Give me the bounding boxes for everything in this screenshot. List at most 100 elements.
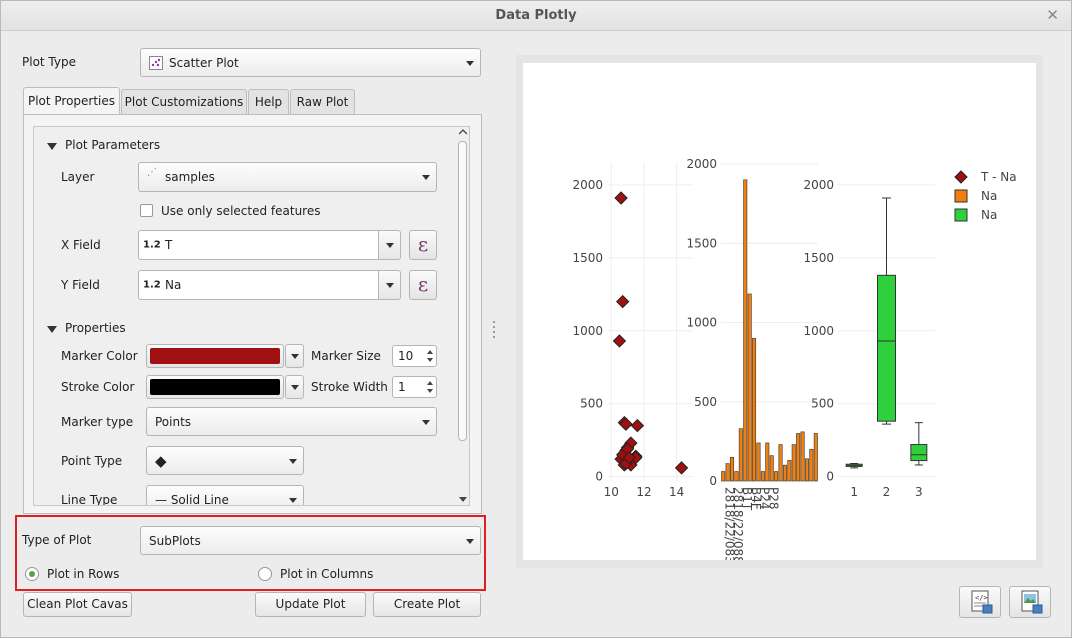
selected-features-label: Use only selected features — [161, 204, 321, 218]
chevron-down-icon — [289, 497, 297, 503]
x-tick-label: 3 — [915, 485, 923, 499]
x-field-label: X Field — [61, 238, 101, 252]
splitter-handle[interactable] — [492, 321, 496, 345]
html-export-button[interactable]: </> — [959, 586, 1001, 618]
title-bar: Data Plotly ✕ — [1, 1, 1071, 31]
y-field-label: Y Field — [61, 278, 100, 292]
tab-help[interactable]: Help — [248, 89, 289, 114]
spin-down-icon[interactable] — [427, 389, 433, 393]
scatter-plot-icon — [149, 56, 163, 70]
chevron-down-icon — [422, 175, 430, 180]
collapse-triangle-icon[interactable] — [47, 143, 57, 150]
plot-in-columns-radio[interactable] — [258, 567, 272, 581]
stroke-color-button[interactable] — [146, 375, 284, 399]
legend-marker — [954, 208, 968, 222]
bar — [774, 471, 779, 482]
marker-color-label: Marker Color — [61, 349, 138, 363]
properties-scrollbar[interactable] — [456, 127, 469, 505]
bar — [752, 338, 757, 482]
close-icon[interactable]: ✕ — [1046, 6, 1059, 24]
bar — [778, 444, 783, 482]
point-type-combo[interactable]: ◆ — [146, 446, 304, 475]
create-plot-button[interactable]: Create Plot — [373, 592, 481, 617]
plot-canvas[interactable]: 0 500 1000 1500 2000 10 12 14 0 500 1000 1500 2000 28… — [523, 63, 1036, 564]
plot-in-rows-radio[interactable] — [25, 567, 39, 581]
type-of-plot-label: Type of Plot — [22, 533, 92, 547]
x-tick-label: 12 — [636, 485, 651, 499]
collapse-triangle-icon[interactable] — [47, 326, 57, 333]
spin-up-icon[interactable] — [427, 381, 433, 385]
bar — [734, 471, 739, 482]
tab-plot-customizations[interactable]: Plot Customizations — [121, 89, 247, 114]
x-field-value: T — [165, 238, 173, 252]
tab-plot-properties[interactable]: Plot Properties — [23, 87, 120, 114]
spin-down-icon[interactable] — [427, 358, 433, 362]
x-expression-button[interactable]: ε — [409, 230, 437, 260]
html-export-icon: </> — [971, 590, 993, 614]
y-tick-label: 0 — [709, 474, 717, 488]
y-field-input[interactable]: 1.2 Na — [138, 270, 379, 300]
scatter-point — [622, 450, 636, 465]
bar — [721, 471, 726, 482]
legend-marker — [954, 170, 968, 184]
marker-type-combo[interactable]: Points — [146, 407, 437, 436]
image-export-button[interactable] — [1009, 586, 1051, 618]
y-expression-button[interactable]: ε — [409, 270, 437, 300]
chevron-down-icon — [290, 385, 299, 390]
update-plot-button[interactable]: Update Plot — [255, 592, 366, 617]
properties-scroll-area[interactable]: Plot Parameters Layer ⋰ samples Use only… — [33, 126, 470, 506]
type-of-plot-combo[interactable]: SubPlots — [140, 526, 481, 555]
line-type-combo[interactable]: — Solid Line — [146, 485, 304, 505]
y-field-type: 1.2 — [143, 279, 161, 291]
marker-color-button[interactable] — [146, 344, 284, 368]
plot-type-value: Scatter Plot — [169, 55, 239, 70]
type-of-plot-value: SubPlots — [149, 533, 201, 548]
scroll-up-icon[interactable] — [459, 129, 467, 135]
point-layer-icon: ⋰ — [147, 167, 157, 178]
bar — [756, 442, 761, 482]
bar — [760, 471, 765, 482]
layer-combo[interactable]: ⋰ samples — [138, 162, 437, 192]
bar — [796, 433, 801, 482]
y-tick-label: 1500 — [803, 251, 834, 265]
y-field-value: Na — [165, 278, 182, 292]
y-tick-label: 500 — [580, 397, 603, 411]
chevron-down-icon — [466, 60, 474, 66]
properties-heading: Properties — [65, 321, 126, 335]
tab-raw-plot[interactable]: Raw Plot — [290, 89, 355, 114]
y-tick-label: 500 — [694, 395, 717, 409]
svg-text:</>: </> — [975, 594, 988, 602]
stroke-color-dropdown[interactable] — [285, 375, 304, 399]
box — [877, 274, 896, 422]
bar — [813, 433, 818, 482]
y-tick-label: 2000 — [572, 178, 603, 192]
marker-color-dropdown[interactable] — [285, 344, 304, 368]
marker-type-label: Marker type — [61, 415, 134, 429]
clean-plot-canvas-button[interactable]: Clean Plot Cavas — [23, 592, 132, 617]
scrollbar-thumb[interactable] — [458, 141, 467, 441]
chevron-down-icon — [422, 419, 430, 425]
highlight-box — [15, 515, 486, 591]
layer-label: Layer — [61, 170, 95, 184]
bar — [725, 463, 730, 482]
scroll-down-icon[interactable] — [459, 497, 467, 503]
stroke-width-value: 1 — [398, 380, 406, 394]
y-field-dropdown[interactable] — [378, 270, 401, 300]
stroke-width-spinbox[interactable]: 1 — [392, 376, 437, 398]
bar — [809, 448, 814, 482]
bar — [769, 455, 774, 482]
x-field-dropdown[interactable] — [378, 230, 401, 260]
scatter-point — [619, 417, 633, 431]
x-field-input[interactable]: 1.2 T — [138, 230, 379, 260]
y-tick-label: 0 — [595, 470, 603, 484]
y-tick-label: 1000 — [572, 324, 603, 338]
x-tick-label: 10 — [604, 485, 619, 499]
legend-marker — [954, 189, 968, 203]
plot-type-combo[interactable]: Scatter Plot — [140, 48, 481, 77]
marker-size-spinbox[interactable]: 10 — [392, 345, 437, 367]
bar — [738, 428, 743, 482]
x-tick-label: B4F — [749, 487, 763, 510]
spin-up-icon[interactable] — [427, 350, 433, 354]
bar — [782, 464, 787, 482]
selected-features-checkbox[interactable] — [140, 204, 153, 217]
